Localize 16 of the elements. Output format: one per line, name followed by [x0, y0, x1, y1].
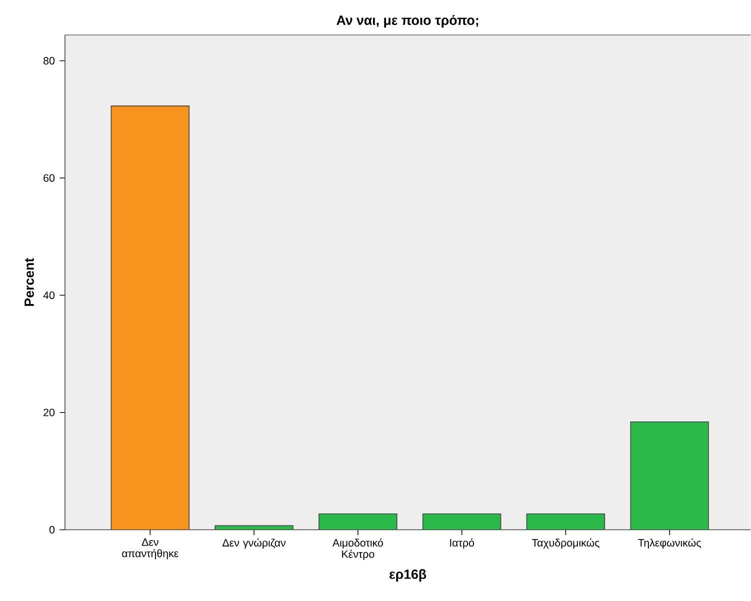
y-tick-label: 20	[44, 408, 55, 416]
y-tick-label: 0	[49, 526, 55, 534]
x-tick-label: Τηλεφωνικώς	[638, 538, 701, 549]
x-axis-title: ερ16β	[390, 569, 426, 582]
y-tick-label: 40	[43, 292, 55, 300]
x-tick-label: Αιμοδοτικό Κέντρο	[332, 538, 383, 560]
x-tick-label: Ιατρό	[450, 538, 474, 549]
x-tick-label: Ταχυδρομικώς	[532, 538, 600, 549]
y-tick-label: 60	[44, 174, 55, 182]
bar	[630, 422, 709, 530]
y-tick-label: 80	[44, 57, 55, 65]
x-tick-label: Δεν γνώριζαν	[222, 538, 286, 549]
chart-title: Αν ναι, με ποιο τρόπο;	[336, 15, 478, 28]
y-axis-title: Percent	[24, 258, 34, 306]
x-tick-label: Δεν απαντήθηκε	[122, 538, 178, 560]
bar	[214, 525, 294, 530]
